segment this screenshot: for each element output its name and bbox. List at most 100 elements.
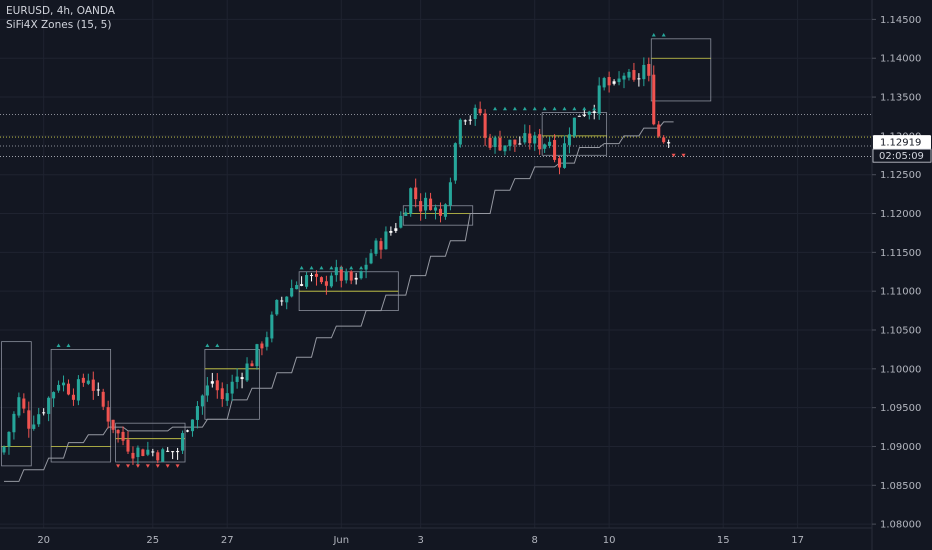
candle-body bbox=[652, 74, 656, 125]
marker-down bbox=[175, 464, 180, 468]
candle-body bbox=[101, 391, 105, 407]
candle-body bbox=[290, 288, 294, 297]
candle-body bbox=[379, 241, 383, 250]
x-tick-label: 8 bbox=[532, 535, 538, 546]
x-tick-label: 25 bbox=[146, 535, 159, 546]
marker-up bbox=[339, 265, 344, 270]
marker-up bbox=[502, 106, 507, 111]
candle-body bbox=[553, 139, 557, 160]
indicator-title[interactable]: SiFi4X Zones (15, 5) bbox=[6, 19, 112, 31]
marker-up bbox=[319, 265, 324, 270]
candle-body bbox=[324, 281, 328, 286]
marker-up bbox=[542, 106, 547, 111]
candle-body bbox=[161, 449, 165, 462]
marker-up bbox=[522, 106, 527, 111]
candle-body bbox=[126, 439, 130, 452]
marker-down bbox=[116, 464, 121, 468]
candle-body bbox=[146, 449, 150, 455]
candle-body bbox=[647, 63, 651, 76]
candle-body bbox=[57, 384, 61, 391]
candle-body bbox=[334, 267, 338, 276]
marker-up bbox=[329, 265, 334, 270]
candle-body bbox=[339, 266, 343, 281]
candle-body bbox=[642, 64, 646, 80]
candle-body bbox=[389, 230, 393, 233]
x-tick-label: 3 bbox=[417, 535, 423, 546]
marker-down bbox=[145, 464, 150, 468]
y-tick-label: 1.09000 bbox=[880, 442, 921, 453]
countdown-bg bbox=[872, 148, 932, 163]
marker-up bbox=[66, 343, 71, 348]
marker-up bbox=[572, 106, 577, 111]
candle-body bbox=[205, 385, 209, 396]
marker-up bbox=[215, 343, 220, 348]
marker-up bbox=[532, 106, 537, 111]
zone-box bbox=[50, 349, 112, 463]
candle-body bbox=[344, 271, 348, 281]
candle-body bbox=[32, 424, 36, 429]
candle-body bbox=[166, 450, 170, 452]
candle-body bbox=[419, 201, 423, 212]
candle-body bbox=[384, 231, 388, 250]
candle-body bbox=[131, 452, 135, 459]
candle-body bbox=[37, 414, 41, 425]
candle-body bbox=[245, 363, 249, 381]
price-tag-bg bbox=[873, 135, 931, 150]
candle-body bbox=[121, 431, 125, 441]
candle-body bbox=[448, 182, 452, 206]
candle-body bbox=[607, 77, 611, 86]
candle-body bbox=[528, 133, 532, 144]
candle-body bbox=[280, 300, 284, 302]
candle-body bbox=[151, 451, 155, 453]
candle-body bbox=[329, 275, 333, 287]
y-tick-label: 1.12500 bbox=[880, 170, 921, 181]
candle-body bbox=[250, 363, 254, 367]
candle-body bbox=[409, 188, 413, 214]
candle-body bbox=[71, 394, 75, 400]
candle-body bbox=[91, 379, 95, 391]
y-tick-label: 1.08500 bbox=[880, 481, 921, 492]
candle-body bbox=[518, 143, 522, 145]
candle-body bbox=[577, 115, 581, 117]
marker-up bbox=[493, 106, 498, 111]
candle-body bbox=[612, 81, 616, 84]
candle-body bbox=[66, 383, 71, 395]
x-tick-label: 27 bbox=[221, 535, 234, 546]
candle-body bbox=[622, 75, 626, 80]
candle-body bbox=[508, 139, 512, 147]
candle-body bbox=[156, 452, 160, 461]
trailing-stop bbox=[4, 121, 674, 482]
candle-body bbox=[587, 111, 591, 115]
level-lines bbox=[0, 114, 872, 157]
candle-body bbox=[42, 412, 46, 414]
candle-body bbox=[498, 137, 502, 151]
candle-body bbox=[27, 410, 31, 429]
candle-body bbox=[230, 381, 234, 394]
candle-body bbox=[369, 253, 373, 264]
zone-box bbox=[650, 38, 712, 102]
candle-body bbox=[7, 431, 11, 447]
x-tick-label: 17 bbox=[791, 535, 804, 546]
marker-down bbox=[155, 464, 160, 468]
candle-body bbox=[662, 137, 666, 143]
candle-body bbox=[399, 215, 403, 228]
candle-body bbox=[548, 141, 552, 146]
candle-body bbox=[483, 113, 487, 138]
candle-body bbox=[81, 377, 85, 383]
candle-body bbox=[543, 144, 547, 149]
candle-body bbox=[627, 71, 631, 78]
candle-body bbox=[488, 137, 492, 148]
marker-up bbox=[582, 106, 587, 111]
y-tick-label: 1.09500 bbox=[880, 403, 921, 414]
grid bbox=[0, 0, 872, 528]
candle-body bbox=[414, 187, 418, 200]
candle-body bbox=[359, 271, 363, 279]
candle-body bbox=[478, 108, 482, 114]
candle-body bbox=[181, 433, 185, 451]
candle-body bbox=[195, 406, 199, 420]
symbol-title[interactable]: EURUSD, 4h, OANDA bbox=[6, 5, 115, 17]
candle-body bbox=[433, 207, 438, 211]
candle-body bbox=[240, 377, 244, 380]
